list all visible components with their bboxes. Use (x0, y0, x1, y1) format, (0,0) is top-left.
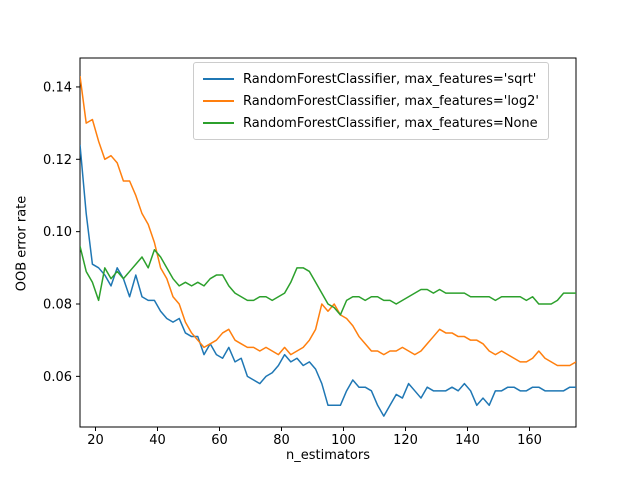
legend-label-sqrt: RandomForestClassifier, max_features='sq… (243, 71, 537, 87)
x-tick-label: 20 (87, 433, 104, 448)
x-tick-label: 100 (331, 433, 356, 448)
legend-line-sample-none (203, 122, 234, 124)
x-tick-label: 60 (211, 433, 228, 448)
y-tick-label: 0.12 (43, 153, 72, 168)
legend-line-sample-sqrt (203, 78, 234, 80)
axes-spines (79, 57, 577, 428)
legend-label-log2: RandomForestClassifier, max_features='lo… (243, 93, 539, 109)
x-tick-label: 80 (273, 433, 290, 448)
y-tick-label: 0.08 (43, 298, 72, 313)
legend-item-none: RandomForestClassifier, max_features=Non… (203, 112, 539, 134)
y-tick-label: 0.10 (43, 225, 72, 240)
legend-item-sqrt: RandomForestClassifier, max_features='sq… (203, 68, 539, 90)
x-tick-label: 140 (455, 433, 480, 448)
y-axis-label: OOB error rate (14, 195, 30, 292)
x-tick-label: 120 (393, 433, 418, 448)
x-tick-label: 160 (517, 433, 542, 448)
y-tick-label: 0.06 (43, 370, 72, 385)
x-axis-label: n_estimators (285, 448, 371, 463)
x-tick-label: 40 (149, 433, 166, 448)
y-tick-label: 0.14 (43, 80, 72, 95)
legend-item-log2: RandomForestClassifier, max_features='lo… (203, 90, 539, 112)
series-line-log2 (80, 75, 576, 367)
series-line-none (80, 245, 576, 316)
legend: RandomForestClassifier, max_features='sq… (193, 62, 549, 140)
series-line-sqrt (80, 144, 576, 417)
legend-line-sample-log2 (203, 100, 234, 102)
legend-label-none: RandomForestClassifier, max_features=Non… (243, 115, 538, 131)
